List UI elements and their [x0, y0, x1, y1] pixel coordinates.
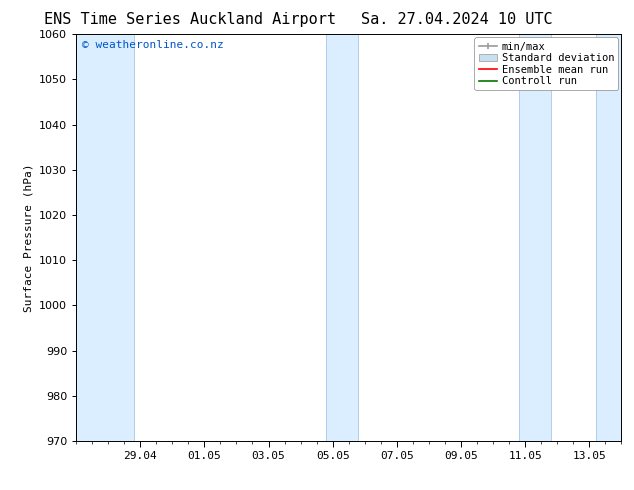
Text: © weatheronline.co.nz: © weatheronline.co.nz — [82, 40, 223, 50]
Legend: min/max, Standard deviation, Ensemble mean run, Controll run: min/max, Standard deviation, Ensemble me… — [474, 37, 618, 91]
Text: Sa. 27.04.2024 10 UTC: Sa. 27.04.2024 10 UTC — [361, 12, 552, 27]
Y-axis label: Surface Pressure (hPa): Surface Pressure (hPa) — [23, 163, 34, 312]
Bar — [519, 34, 551, 441]
Text: ENS Time Series Auckland Airport: ENS Time Series Auckland Airport — [44, 12, 336, 27]
Bar — [596, 34, 621, 441]
Bar — [76, 34, 134, 441]
Bar — [327, 34, 358, 441]
